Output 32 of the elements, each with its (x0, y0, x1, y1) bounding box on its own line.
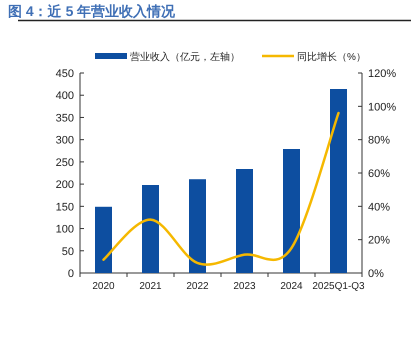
y2-tick-label: 0% (368, 268, 384, 280)
y-tick-label: 50 (62, 246, 74, 258)
y-tick-label: 200 (56, 179, 74, 192)
bar (236, 169, 253, 273)
y-tick-label: 350 (56, 112, 74, 124)
x-tick-label: 2020 (92, 281, 116, 292)
y2-tick-label: 60% (368, 168, 390, 180)
chart-title: 图 4：近 5 年营业收入情况 (8, 3, 176, 19)
y2-tick-label: 40% (368, 201, 390, 214)
y-tick-label: 150 (56, 201, 74, 214)
y-tick-label: 400 (56, 90, 74, 102)
x-tick-label: 2022 (186, 281, 210, 292)
bar (330, 89, 347, 273)
x-tick-label: 2024 (280, 281, 304, 292)
bar (95, 206, 112, 273)
y2-tick-label: 20% (368, 234, 390, 247)
y2-tick-label: 120% (368, 68, 396, 80)
x-tick-label: 2021 (139, 281, 162, 292)
y-tick-label: 300 (56, 134, 74, 147)
bar (142, 185, 159, 273)
y2-tick-label: 80% (368, 134, 390, 147)
bar (283, 149, 300, 273)
y2-tick-label: 100% (368, 101, 396, 114)
bar (189, 179, 206, 273)
x-tick-label: 2023 (233, 281, 256, 292)
y-tick-label: 450 (56, 68, 74, 80)
legend-label: 同比增长（%） (297, 51, 366, 63)
y-tick-label: 0 (68, 268, 74, 280)
y-tick-label: 100 (56, 224, 74, 236)
y-tick-label: 250 (56, 156, 74, 169)
x-tick-label: 2025Q1-Q3 (312, 281, 366, 292)
legend-label: 营业收入（亿元，左轴） (130, 51, 240, 63)
